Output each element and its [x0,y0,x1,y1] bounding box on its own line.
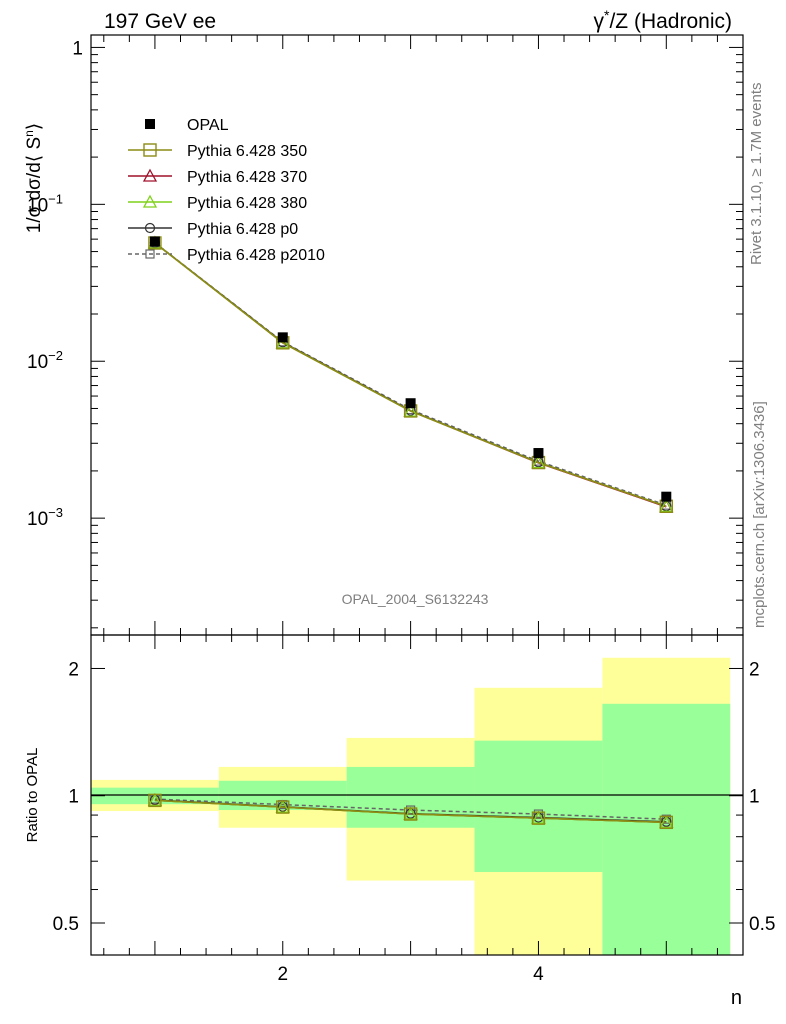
legend: OPAL Pythia 6.428 350 Pythia 6.428 370 Pyth… [128,117,325,264]
opal-data-point [661,491,672,502]
opal-data-point [149,236,160,247]
series-line-1 [154,242,667,508]
ratio-y-axis-label: Ratio to OPAL [24,748,41,843]
green-band-bin [602,703,731,955]
legend-marker-3 [144,222,156,234]
legend-label-4: Pythia 6.428 p2010 [187,247,325,264]
rivet-label: Rivet 3.1.10, ≥ 1.7M events [748,83,765,266]
opal-data-point [533,448,544,459]
main-axis-ticks: 1 10−1 10−2 10−3 [27,35,743,635]
ratio-marker-2 [659,814,674,829]
ratio-marker-2 [403,806,418,820]
ratio-marker-0 [276,800,290,814]
ratio-y-tick-label-left: 2 [68,659,79,680]
ratio-y-tick-label-right: 1 [749,787,760,808]
energy-title: 197 GeV ee [104,10,216,33]
legend-marker-1 [142,168,158,182]
opal-data-point [277,332,288,343]
ratio-marker-2 [531,810,546,824]
ratio-axis-ticks: 2 4 2 2 1 1 0.5 0.5 [53,635,775,985]
series-line-0 [154,242,667,508]
ratio-uncertainty-bands [91,657,731,955]
series-line-3 [154,242,667,508]
ratio-y-tick-label-right: 2 [749,659,760,680]
process-title: γ*/Z (Hadronic) [594,7,732,33]
ratio-marker-2 [147,793,163,807]
opal-data-points [149,236,672,502]
ratio-marker-0 [148,793,162,808]
main-series-lines [154,242,667,508]
ratio-line-4 [154,798,667,820]
x-tick-label: 2 [277,964,288,985]
opal-data-point [405,398,416,409]
analysis-watermark: OPAL_2004_S6132243 [342,591,489,607]
main-y-tick-label: 1 [72,38,83,59]
x-tick-label: 4 [533,964,544,985]
main-y-tick-label: 10−1 [27,191,63,216]
ratio-marker-4 [533,809,544,819]
x-axis-label: n [731,987,742,1009]
main-y-tick-label: 10−3 [27,505,63,530]
ratio-plot-frame [90,634,744,956]
green-band-bin [474,740,603,873]
series-line-4 [154,242,667,506]
ratio-y-tick-label-left: 1 [68,787,79,808]
ratio-y-tick-label-left: 0.5 [53,914,79,935]
legend-marker-2 [142,194,158,208]
main-series-markers [147,235,674,513]
legend-opal-label: OPAL [187,117,229,134]
series-marker-2 [403,403,418,417]
legend-marker-0 [143,143,157,157]
series-marker-2 [531,455,546,469]
ratio-marker-2 [275,799,290,813]
legend-label-3: Pythia 6.428 p0 [187,221,298,238]
main-y-tick-label: 10−2 [27,348,63,373]
legend-label-1: Pythia 6.428 370 [187,169,307,186]
ratio-marker-4 [406,805,416,815]
ratio-marker-0 [531,811,546,825]
ratio-marker-0 [659,815,673,830]
series-marker-2 [659,498,674,512]
ratio-series-markers [147,793,674,830]
mcplots-label: mcplots.cern.ch [arXiv:1306.3436] [751,401,768,628]
legend-label-0: Pythia 6.428 350 [187,143,307,160]
legend-marker-4 [145,249,155,259]
ratio-y-tick-label-right: 0.5 [749,914,775,935]
legend-label-2: Pythia 6.428 380 [187,195,307,212]
ratio-marker-0 [403,807,418,821]
legend-opal-marker [145,119,155,129]
series-line-2 [154,242,667,508]
main-y-axis-label: 1/σ dσ/d⟨ Sn⟩ [22,123,45,233]
